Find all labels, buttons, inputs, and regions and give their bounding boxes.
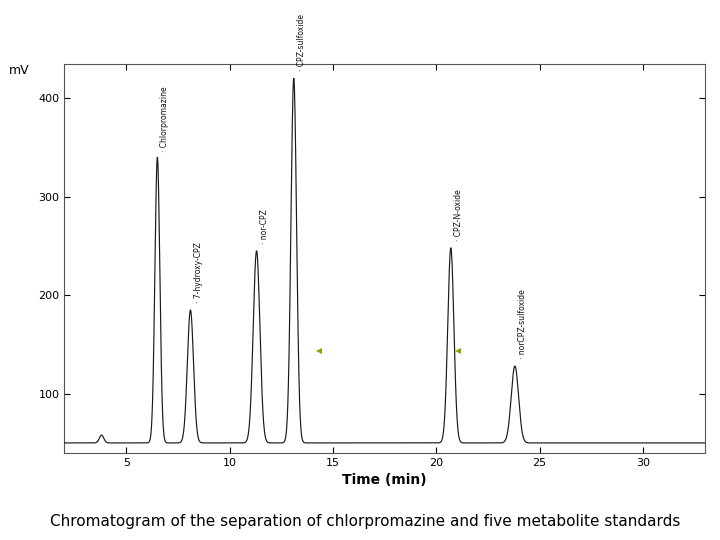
Text: · 7-hydroxy-CPZ: · 7-hydroxy-CPZ — [194, 242, 202, 303]
Y-axis label: mV: mV — [9, 64, 30, 77]
Text: · Chlorpromazine: · Chlorpromazine — [161, 86, 169, 152]
Text: · norCPZ-sulfoxide: · norCPZ-sulfoxide — [518, 289, 527, 359]
Text: Chromatogram of the separation of chlorpromazine and five metabolite standards: Chromatogram of the separation of chlorp… — [50, 514, 681, 529]
X-axis label: Time (min): Time (min) — [343, 473, 427, 487]
Text: · nor-CPZ: · nor-CPZ — [260, 209, 269, 244]
Text: · CPZ-N-oxide: · CPZ-N-oxide — [454, 189, 463, 241]
Text: · CPZ-sulfoxide: · CPZ-sulfoxide — [297, 15, 306, 71]
